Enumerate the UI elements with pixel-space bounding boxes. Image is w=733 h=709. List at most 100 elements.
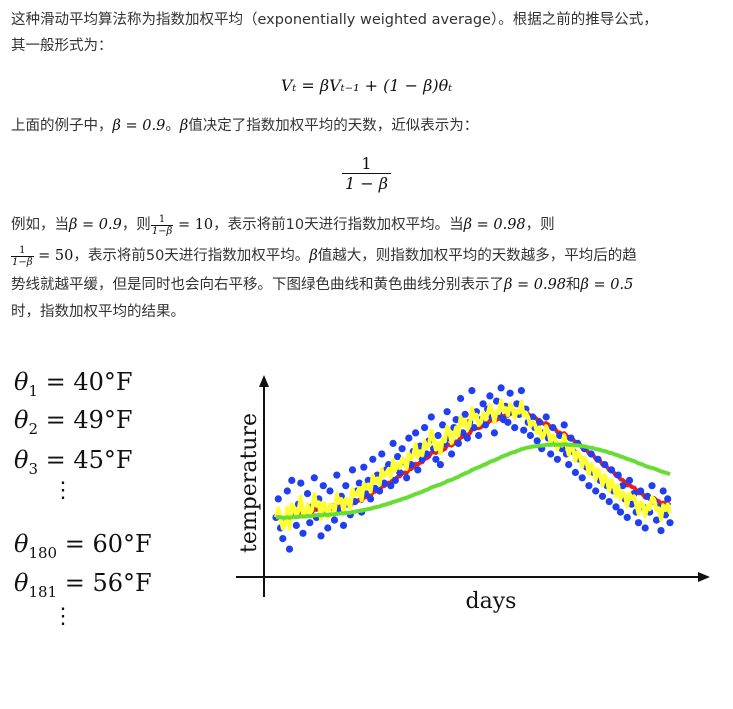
data-point [434,431,442,440]
data-point [342,482,350,490]
data-point [306,519,314,527]
theta-symbol: θ [14,530,29,558]
data-point [616,508,625,516]
text: 例如，当 [11,217,69,233]
fraction-denominator: 1−β [151,225,173,237]
y-axis-arrow-icon [259,375,269,387]
fraction-numerator: 1 [341,154,391,174]
theta-subscript: 181 [28,582,58,601]
data-point [288,476,296,484]
data-point [549,424,557,432]
data-point [303,490,312,498]
y-axis-label: temperature [237,413,262,553]
data-point [463,434,471,442]
fraction-denominator: 1−β [12,256,33,268]
math: = 10 [173,217,214,233]
data-point [418,455,426,463]
data-point [623,513,631,522]
theta-value: = 40°F [38,368,133,396]
series-line-green [275,442,671,520]
theta-value: = 45°F [38,446,133,474]
data-point [585,482,593,490]
data-point [396,468,404,477]
data-point [605,498,613,506]
text: 。 [165,118,180,134]
data-point [389,439,397,447]
data-point [421,424,429,432]
text: ，则 [525,217,555,233]
data-point [486,392,494,400]
paragraph-beta: 上面的例子中，β = 0.9。β值决定了指数加权平均的天数，近似表示为： [11,113,478,139]
data-point [292,521,300,530]
data-point [283,487,291,495]
data-point [614,471,622,479]
data-point [317,532,325,540]
text: 和 [566,277,581,293]
data-point [412,429,420,437]
data-point [423,450,431,458]
data-point [454,439,462,447]
data-point [333,471,341,479]
theta-symbol: θ [14,569,29,597]
data-point [560,421,568,429]
data-point [517,387,526,395]
data-point [587,450,595,458]
data-point [285,545,294,553]
data-point [553,455,562,463]
series-line-yellow [274,398,672,531]
theta-subscript: 3 [28,459,38,478]
data-point [378,450,386,458]
theta-value: = 56°F [57,569,152,597]
math-beta: β [309,248,318,264]
data-point [475,431,483,440]
data-point [511,424,519,432]
paragraph-intro-2: 其一般形式为： [11,33,113,59]
text: 势线就越平缓，但是同时也会向右平移。下图绿色曲线和黄色曲线分别表示了 [11,277,504,293]
data-point [299,529,307,537]
formula-text: Vₜ = βVₜ₋₁ + (1 − β)θₜ [280,76,453,95]
data-point [398,445,406,453]
data-point [529,413,537,421]
data-point [339,521,348,530]
theta-subscript: 180 [28,543,58,562]
data-point [443,408,451,416]
data-point [506,389,514,397]
data-point [427,413,435,421]
data-point [355,479,363,487]
paragraph-intro: 这种滑动平均算法称为指数加权平均（exponentially weighted … [11,7,658,33]
data-point [439,421,447,429]
data-point [391,476,399,484]
data-point [526,431,535,440]
approx-fraction: 1 1 − β [0,154,733,193]
math: = 50 [33,248,74,264]
text: 上面的例子中， [11,118,113,134]
data-point [452,416,460,424]
intro-line-1: 这种滑动平均算法称为指数加权平均（exponentially weighted … [11,12,658,28]
data-point [619,482,627,490]
data-point [607,466,616,474]
theta-subscript: 2 [28,419,38,438]
small-fraction: 1 1−β [150,214,174,237]
data-point [330,516,339,524]
data-point [468,387,476,395]
fraction: 1 1 − β [341,154,391,193]
data-point [556,431,564,440]
data-point [481,421,489,429]
text: ，表示将前50天进行指数加权平均。 [73,248,310,264]
data-point [297,479,305,487]
intro-line-2: 其一般形式为： [11,38,113,54]
data-point [436,461,444,469]
theta-3: θ3 = 45°F [14,446,133,478]
data-point [432,455,440,463]
theta-2: θ2 = 49°F [14,406,133,438]
data-point [601,461,609,469]
data-point [470,424,478,432]
theta-180: θ180 = 60°F [14,530,152,562]
data-point [457,394,465,403]
data-point [324,524,332,532]
paragraph-example-3: 势线就越平缓，但是同时也会向右平移。下图绿色曲线和黄色曲线分别表示了β = 0.… [11,272,633,298]
x-axis-arrow-icon [698,572,710,582]
text: 值越大，则指数加权平均的天数越多，平均后的趋 [317,248,637,264]
text: ，则 [121,217,151,233]
plot-layer [272,384,674,553]
